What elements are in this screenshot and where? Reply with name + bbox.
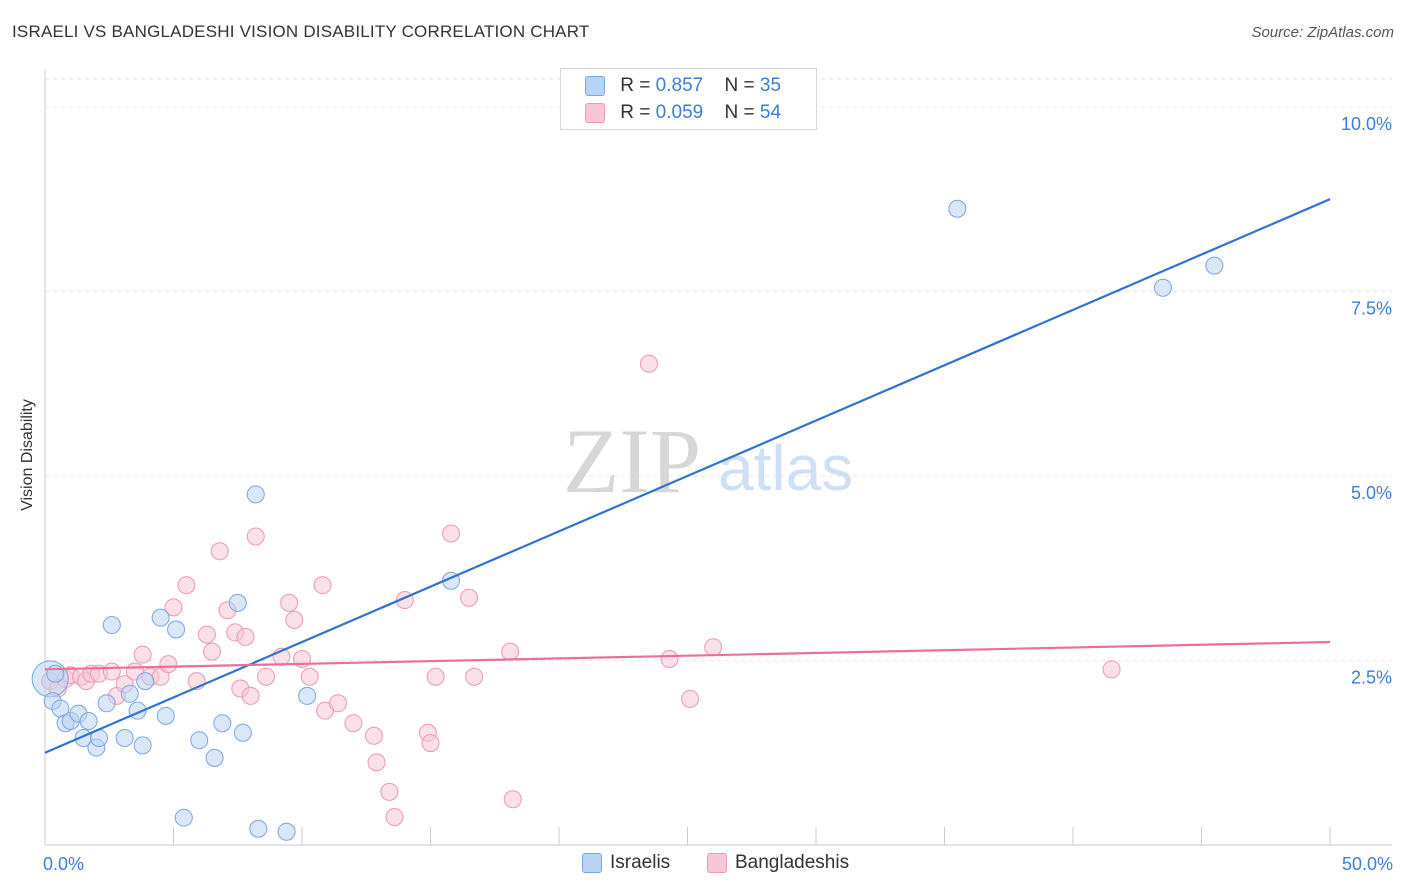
series-swatch-israelis [582, 853, 602, 873]
israelis-point [298, 686, 317, 705]
series-legend-bangladeshis[interactable]: Bangladeshis [707, 852, 849, 874]
israelis-point [174, 808, 193, 827]
bangladeshis-point [177, 576, 196, 595]
legend-r-label: R = [620, 102, 651, 123]
bangladeshis-point [236, 627, 255, 646]
grid-lines [45, 78, 1392, 661]
y-tick-label: 5.0% [1351, 483, 1392, 503]
watermark: ZIP atlas [563, 410, 853, 512]
tick-labels: 2.5% 5.0% 7.5% 10.0% 0.0% 50.0% [43, 114, 1393, 874]
legend-r-label: R = [620, 75, 651, 96]
bangladeshis-point [300, 667, 319, 686]
bangladeshis-point [704, 638, 723, 657]
legend-row-israelis: R = 0.857 N = 35 [585, 75, 781, 99]
x-tick-label-max: 50.0% [1342, 854, 1393, 874]
series-swatch-bangladeshis [707, 853, 727, 873]
bangladeshis-point [203, 642, 222, 661]
bangladeshis-point [364, 726, 383, 745]
series-label-israelis: Israelis [610, 852, 671, 873]
bangladeshis-point [159, 655, 178, 674]
israelis-point [115, 728, 134, 747]
bangladeshis-point [133, 645, 152, 664]
bangladeshis-point [344, 714, 363, 733]
israelis-point [249, 819, 268, 838]
y-tick-label: 2.5% [1351, 667, 1392, 687]
bangladeshis-point [380, 782, 399, 801]
israelis-point [277, 822, 296, 841]
israelis-trend-line [44, 198, 1331, 754]
correlation-legend: R = 0.857 N = 35 R = 0.059 N = 54 [560, 68, 817, 130]
israelis-point [246, 485, 265, 504]
israelis-point [79, 712, 98, 730]
bangladeshis-point [285, 610, 304, 629]
bangladeshis-point [246, 527, 265, 546]
source-label: Source: ZipAtlas.com [1251, 24, 1394, 41]
bangladeshis-point [460, 588, 479, 607]
bangladeshis-point [501, 642, 520, 661]
israelis-point [167, 620, 186, 639]
bangladeshis-point [328, 694, 347, 713]
legend-n-value-bangladeshis: 54 [759, 102, 782, 123]
bangladeshis-point [197, 625, 216, 644]
series-label-bangladeshis: Bangladeshis [735, 852, 850, 873]
israelis-point [102, 616, 121, 635]
israelis-point [156, 706, 175, 725]
israelis-point [948, 199, 967, 218]
bangladeshis-point [164, 598, 183, 617]
axes [44, 70, 1392, 846]
bangladeshis-point [280, 593, 299, 612]
israelis-point [133, 736, 152, 755]
y-tick-label: 7.5% [1351, 298, 1392, 318]
legend-swatch-bangladeshis [585, 103, 605, 123]
bangladeshis-point [639, 354, 658, 373]
israelis-point [233, 723, 252, 742]
bangladeshis-point [681, 689, 700, 708]
israelis-point [1205, 256, 1224, 275]
israelis-point [136, 672, 155, 691]
israelis-point [1153, 278, 1172, 297]
israelis-points [31, 199, 1224, 841]
bangladeshis-point [660, 650, 679, 668]
chart-title: ISRAELI VS BANGLADESHI VISION DISABILITY… [12, 22, 590, 41]
bangladeshis-point [465, 667, 484, 686]
bangladeshis-point [503, 790, 522, 809]
israelis-point [205, 748, 224, 767]
legend-n-value-israelis: 35 [759, 75, 782, 96]
legend-n-label: N = [724, 102, 755, 123]
bangladeshis-point [241, 686, 260, 705]
series-legend-israelis[interactable]: Israelis [582, 852, 670, 874]
watermark-zip: ZIP [563, 410, 701, 512]
bangladeshis-point [385, 807, 404, 826]
bangladeshis-point [1102, 660, 1121, 679]
israelis-point [228, 593, 247, 612]
bangladeshis-point [426, 667, 445, 686]
israelis-point [213, 714, 232, 733]
trend-lines [44, 198, 1331, 754]
bangladeshis-point [102, 662, 121, 681]
bangladeshis-trend-line [44, 640, 1331, 671]
bangladeshis-point [442, 524, 461, 543]
bangladeshis-point [257, 667, 276, 686]
y-tick-label: 10.0% [1341, 114, 1392, 134]
x-tick-label-min: 0.0% [43, 854, 84, 874]
israelis-point [151, 608, 170, 627]
bangladeshis-point [421, 734, 440, 753]
legend-row-bangladeshis: R = 0.059 N = 54 [585, 102, 781, 126]
legend-r-value-bangladeshis: 0.059 [655, 102, 704, 123]
legend-n-label: N = [724, 75, 755, 96]
israelis-point [97, 694, 116, 713]
israelis-point [190, 731, 209, 750]
israelis-point [120, 684, 139, 703]
bangladeshis-point [313, 576, 332, 595]
y-axis-label: Vision Disability [19, 399, 36, 511]
israelis-point [46, 664, 65, 683]
watermark-atlas: atlas [718, 432, 853, 504]
bangladeshis-point [210, 542, 229, 561]
legend-r-value-israelis: 0.857 [655, 75, 704, 96]
legend-swatch-israelis [585, 76, 605, 96]
bangladeshis-point [367, 753, 386, 772]
